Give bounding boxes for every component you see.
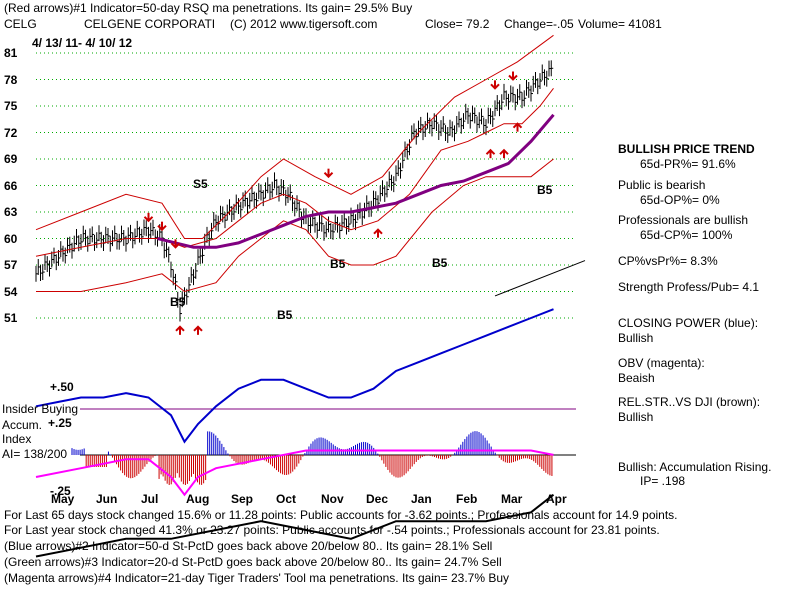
level-neg25: -.25 — [50, 484, 71, 498]
rel-str-line — [35, 493, 555, 558]
copyright: (C) 2012 www.tigersoft.com — [230, 17, 378, 31]
trend-pr: 65d-PR%= 91.6% — [640, 157, 736, 171]
footer-line-4: (Green arrows)#3 Indicator=20-d St-PctD … — [4, 555, 502, 569]
pro-title: Professionals are bullish — [618, 213, 749, 227]
closing-power-line — [35, 308, 554, 444]
signal-arrows — [143, 71, 523, 335]
footer-line-1: For Last 65 days stock changed 15.6% or … — [4, 508, 678, 522]
x-tick-feb: Feb — [456, 492, 478, 506]
s5-label: S5 — [193, 177, 208, 191]
signal-arrow-head — [373, 228, 383, 235]
y-tick-60: 60 — [4, 231, 18, 246]
b5-label-aug: B5 — [277, 308, 293, 322]
y-tick-75: 75 — [4, 99, 18, 113]
signal-arrow-head — [485, 148, 496, 155]
b5-label-oct: B5 — [330, 257, 346, 271]
price-bars — [35, 60, 554, 322]
footer-line-5: (Magenta arrows)#4 Indicator=21-day Tige… — [4, 571, 510, 585]
signal-arrow-head — [157, 224, 167, 232]
relstr-title: REL.STR..VS DJI (brown): — [618, 395, 761, 409]
y-tick-81: 81 — [4, 46, 18, 60]
close-value: Close= 79.2 — [425, 17, 490, 31]
signal-arrow-head — [170, 242, 181, 249]
closing-power-value: Bullish — [618, 331, 654, 345]
accum-zero-line — [80, 408, 576, 456]
relstr-value: Bullish — [618, 410, 654, 424]
closing-power-title: CLOSING POWER (blue): — [618, 316, 759, 330]
x-tick-jan: Jan — [411, 492, 432, 506]
b5-label-mar: B5 — [537, 183, 553, 197]
b5-label-jul: B5 — [170, 295, 186, 309]
y-tick-78: 78 — [4, 72, 18, 87]
pro-cp: 65d-CP%= 100% — [640, 228, 733, 242]
price-gridlines — [36, 52, 576, 319]
ticker: CELG — [4, 17, 37, 31]
obv-title: OBV (magenta): — [618, 356, 705, 370]
x-tick-jul: Jul — [141, 492, 159, 506]
signal-arrow-head — [512, 122, 523, 129]
accum-label: Accum. — [2, 418, 43, 432]
change-value: Change=-.05 — [504, 17, 574, 31]
x-tick-sep: Sep — [231, 492, 254, 506]
public-op: 65d-OP%= 0% — [640, 193, 720, 207]
x-tick-may: May — [51, 492, 75, 506]
ma21-line — [35, 87, 554, 257]
indicator-lines — [35, 34, 586, 558]
accum-title: Bullish: Accumulation Rising. — [618, 460, 772, 474]
signal-arrow-head — [175, 325, 185, 332]
footer-line-3: (Blue arrows)#2 Indicator=50-d St-PctD g… — [4, 539, 493, 553]
b5-label-dec: B5 — [432, 256, 448, 270]
x-tick-aug: Aug — [186, 492, 210, 506]
y-tick-54: 54 — [4, 284, 18, 299]
upper-band-line — [35, 34, 554, 239]
strength: Strength Profess/Pub= 4.1 — [618, 280, 760, 294]
ai-value: AI= 138/200 — [2, 447, 68, 461]
y-tick-69: 69 — [4, 152, 18, 166]
signal-arrow-head — [193, 325, 203, 332]
accum-ip: IP= .198 — [640, 474, 686, 488]
obv-line — [35, 449, 554, 497]
x-tick-apr: Apr — [546, 492, 567, 506]
level-pos25: +.25 — [48, 416, 72, 430]
cp-vs-pr: CP%vsPr%= 8.3% — [618, 254, 718, 268]
obv-value: Beaish — [618, 371, 655, 385]
y-tick-66: 66 — [4, 178, 18, 193]
accumulation-index-bars — [71, 431, 553, 485]
x-tick-mar: Mar — [501, 492, 523, 506]
x-tick-nov: Nov — [321, 492, 344, 506]
insider-buying-label: Insider Buying — [2, 402, 79, 416]
trend-line — [494, 260, 586, 297]
x-tick-dec: Dec — [366, 492, 389, 506]
y-tick-57: 57 — [4, 258, 18, 272]
ma50-line — [157, 113, 555, 249]
trend-title: BULLISH PRICE TREND — [618, 142, 755, 156]
signal-arrow-head — [508, 74, 518, 81]
indicator-1-line: (Red arrows)#1 Indicator=50-day RSQ ma p… — [4, 1, 413, 15]
x-tick-jun: Jun — [96, 492, 118, 506]
y-tick-72: 72 — [4, 125, 18, 140]
signal-arrow-head — [490, 83, 500, 90]
signal-arrow-head — [143, 216, 154, 223]
date-range: 4/ 13/ 11- 4/ 10/ 12 — [32, 36, 133, 50]
footer-line-2: For Last year stock changed 41.3% or 23.… — [4, 523, 660, 537]
y-tick-51: 51 — [4, 311, 18, 325]
lower-band-line — [36, 158, 554, 293]
signal-arrow-head — [323, 171, 334, 179]
x-tick-oct: Oct — [276, 492, 297, 506]
index-label: Index — [2, 432, 32, 446]
company-name: CELGENE CORPORATI — [84, 17, 216, 31]
public-title: Public is bearish — [618, 178, 706, 192]
y-tick-63: 63 — [4, 205, 18, 219]
level-pos50: +.50 — [50, 380, 74, 394]
volume-value: Volume= 41081 — [578, 17, 662, 31]
signal-arrow-head — [499, 148, 509, 155]
